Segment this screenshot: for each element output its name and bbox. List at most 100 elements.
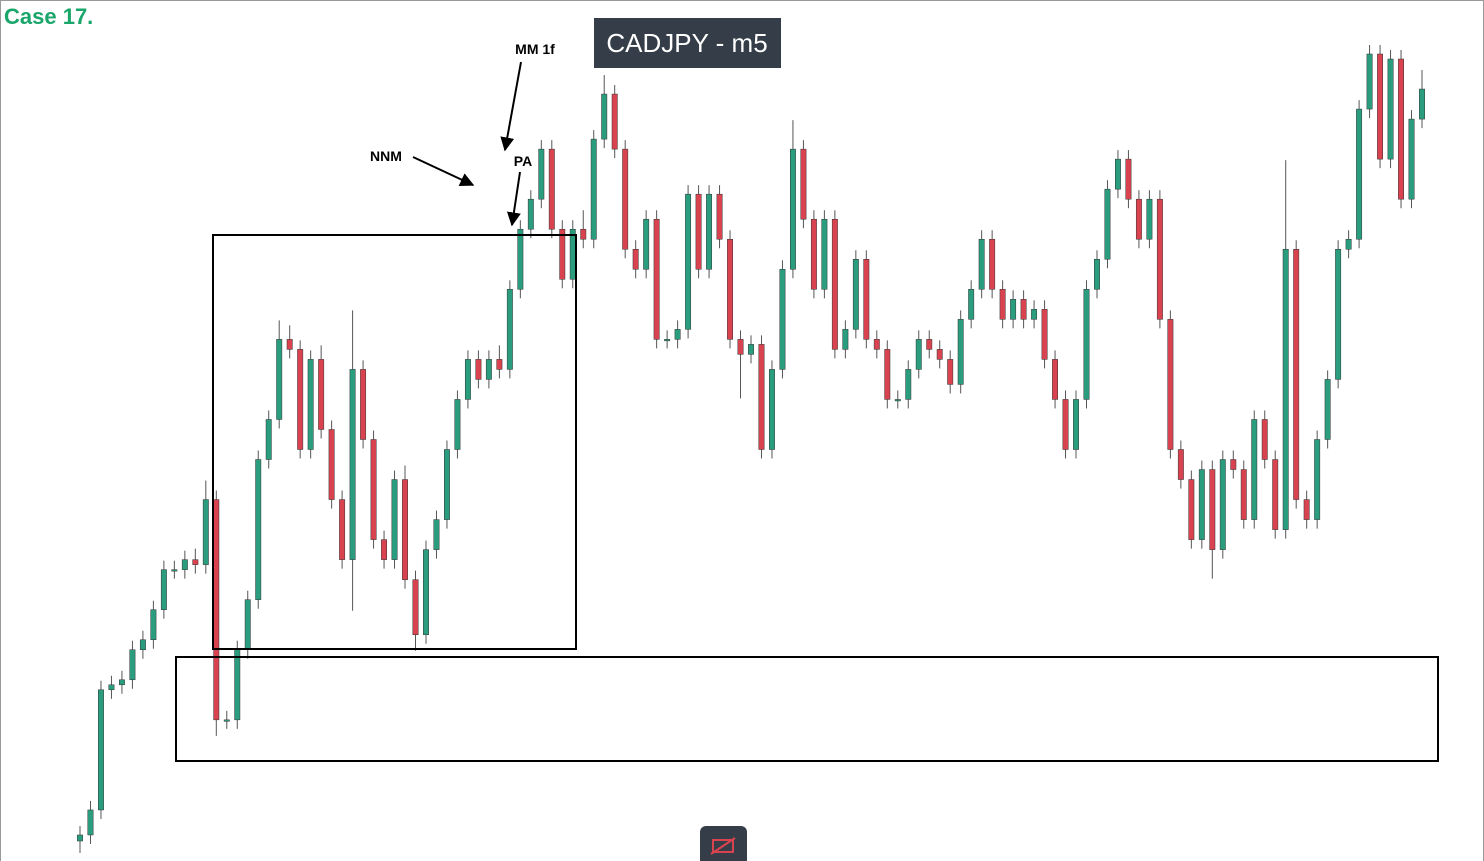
candle-body	[307, 359, 314, 450]
case-label: Case 17.	[4, 4, 93, 29]
candle-body	[926, 339, 933, 350]
candle-body	[485, 359, 492, 380]
candle-body	[947, 359, 954, 385]
arrow	[506, 171, 521, 227]
candle-body	[716, 193, 723, 240]
candle-body	[758, 344, 765, 450]
candle-body	[737, 339, 744, 355]
candle-body	[1261, 419, 1268, 460]
candle-body	[842, 329, 849, 350]
candle-body	[1198, 469, 1205, 540]
candle-body	[1251, 419, 1258, 520]
camera-off-button[interactable]	[700, 826, 747, 861]
candle-body	[370, 439, 377, 540]
candle-body	[1041, 309, 1048, 360]
candle-body	[1010, 299, 1017, 320]
candle-body	[255, 459, 262, 600]
candle-body	[1282, 249, 1289, 530]
candle-body	[423, 549, 429, 635]
candle-body	[1104, 188, 1111, 260]
candle-body	[1272, 459, 1279, 530]
candle-body	[527, 198, 534, 230]
candle-body	[1209, 469, 1216, 550]
candle-body	[695, 193, 702, 270]
candle-body	[160, 569, 167, 610]
candle-body	[989, 238, 996, 290]
candle-body	[1083, 289, 1090, 400]
annotation: PA	[514, 153, 532, 169]
candle-body	[1366, 53, 1373, 110]
candle-body	[957, 319, 964, 385]
candle-body	[1345, 238, 1352, 250]
zone-box	[212, 234, 577, 650]
candle-body	[517, 228, 524, 290]
candle-body	[213, 499, 220, 721]
candle-body	[1052, 359, 1058, 400]
candle-body	[339, 499, 346, 560]
candle-body	[643, 218, 650, 270]
candle-body	[831, 218, 838, 350]
candle-body	[454, 399, 461, 450]
candle-body	[349, 369, 356, 560]
candle-body	[276, 339, 283, 420]
candle-body	[192, 559, 199, 565]
arrow	[412, 156, 475, 187]
candle-body	[1387, 58, 1394, 160]
candle-body	[1314, 439, 1321, 520]
candle-body	[1188, 479, 1195, 540]
annotation: MM 1f	[515, 41, 555, 57]
candle-body	[789, 148, 796, 270]
candle-body	[1073, 399, 1079, 450]
title-box	[594, 18, 781, 68]
candle-body	[1146, 198, 1153, 240]
candle-body	[580, 228, 587, 240]
candle-body	[1293, 249, 1300, 500]
candle-body	[1240, 469, 1247, 520]
candle-body	[978, 238, 985, 290]
candle-body	[433, 519, 440, 550]
candle-body	[1031, 309, 1038, 320]
candle-body	[98, 689, 104, 811]
candle-body	[685, 193, 692, 330]
candle-body	[223, 719, 230, 722]
candle-body	[412, 579, 419, 635]
candle-body	[402, 479, 408, 580]
chart-title: CADJPY - m5	[606, 28, 767, 58]
candle-body	[706, 193, 713, 270]
candle-body	[548, 148, 555, 230]
candle-body	[1230, 459, 1237, 470]
candle-body	[727, 238, 733, 340]
candle-body	[884, 349, 891, 400]
candle-body	[265, 419, 272, 460]
candle-body	[622, 148, 629, 250]
candle-body	[108, 684, 115, 691]
candle-body	[318, 359, 325, 430]
candle-body	[1094, 259, 1100, 290]
candle-body	[87, 809, 94, 836]
candle-body	[779, 269, 786, 370]
candle-body	[800, 148, 807, 220]
candle-body	[381, 539, 387, 560]
candle-body	[821, 218, 828, 290]
camera-off-icon	[710, 837, 736, 855]
candle-body	[968, 289, 975, 320]
candle-body	[590, 138, 597, 240]
candle-body	[1135, 198, 1142, 240]
candle-body	[496, 359, 503, 370]
candle-body	[769, 369, 775, 450]
candle-body	[129, 649, 136, 681]
candle-body	[1377, 53, 1384, 160]
candle-body	[1115, 158, 1121, 190]
candle-body	[1356, 108, 1363, 240]
candle-body	[915, 339, 922, 370]
candle-body	[852, 259, 859, 330]
candle-body	[905, 369, 912, 400]
candle-body	[244, 599, 251, 650]
candle-body	[569, 228, 576, 280]
candle-body	[464, 359, 471, 400]
candle-body	[999, 289, 1006, 320]
candle-body	[150, 609, 157, 640]
candle-body	[538, 148, 545, 200]
candle-body	[139, 639, 146, 650]
